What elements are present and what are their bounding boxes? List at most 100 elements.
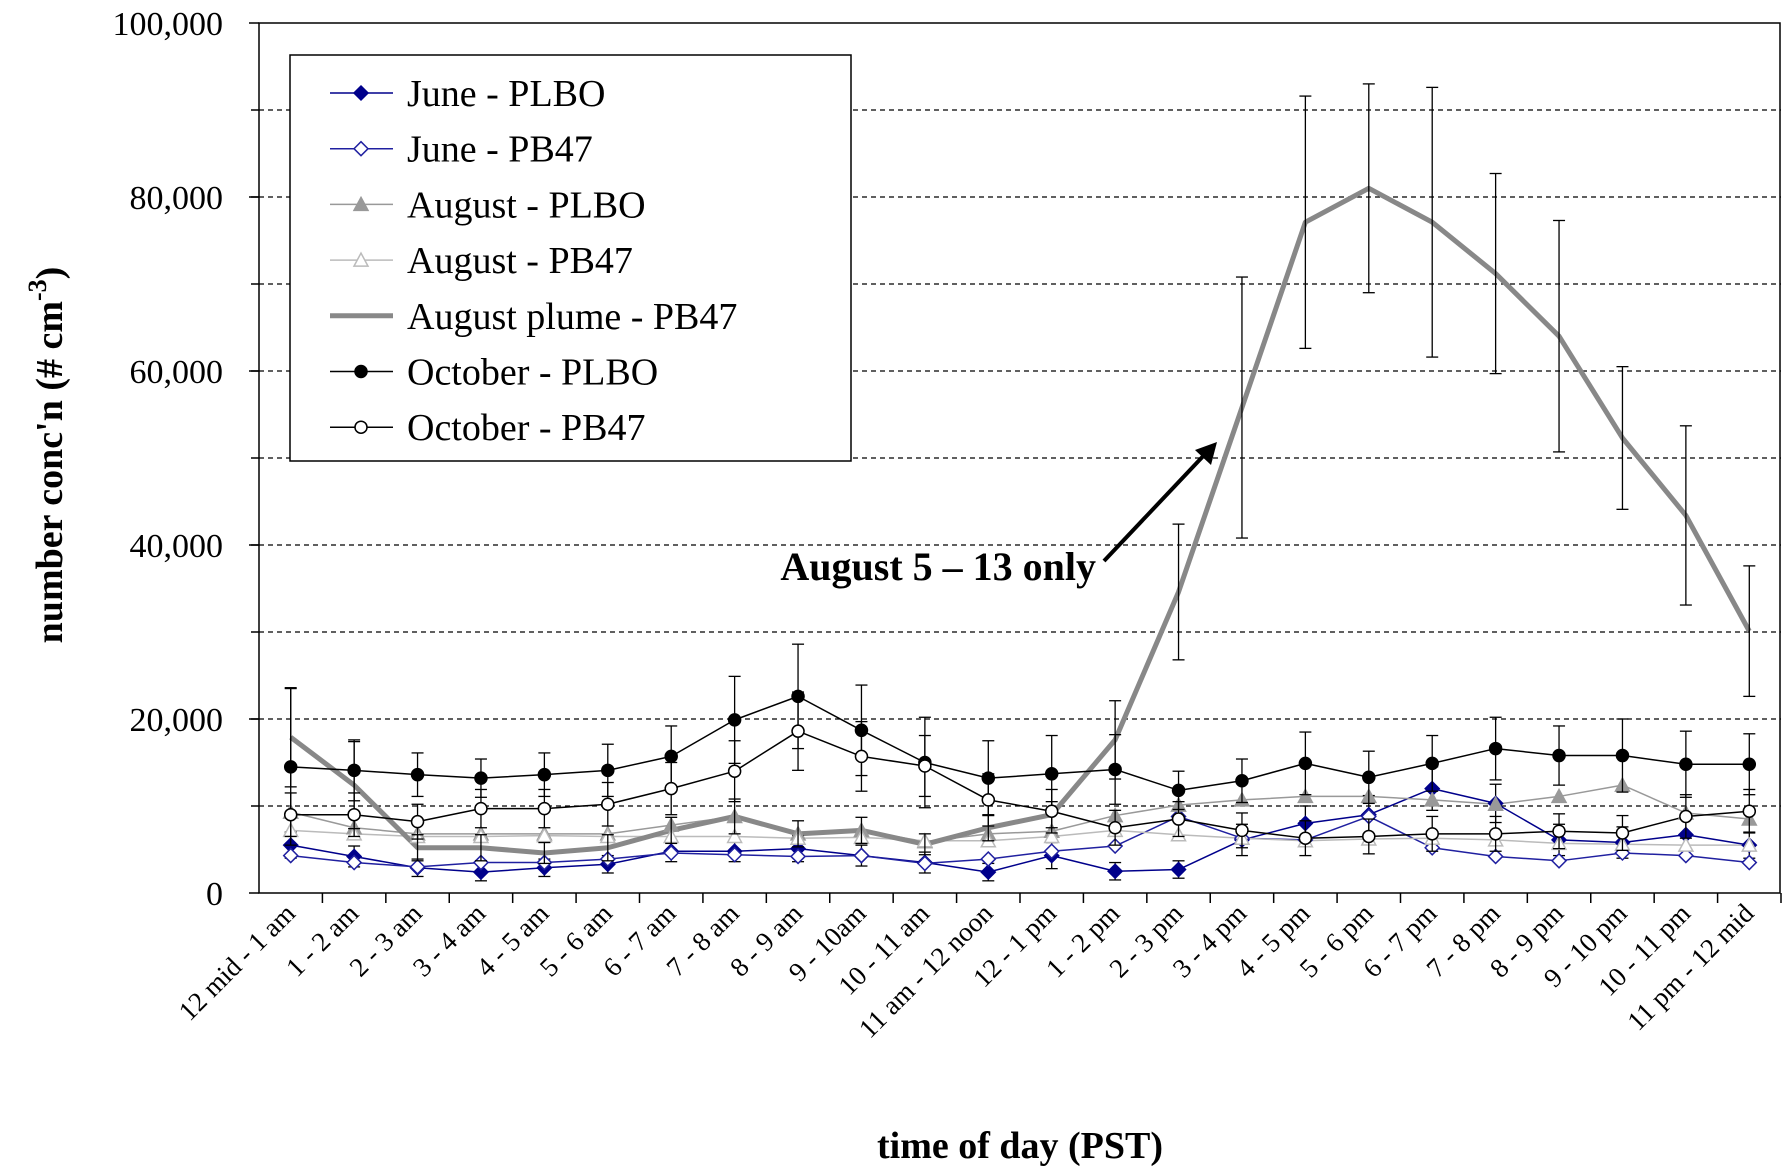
data-point bbox=[1488, 741, 1503, 756]
data-point bbox=[727, 713, 742, 727]
data-point bbox=[283, 807, 298, 822]
y-axis-title-end: ) bbox=[29, 267, 71, 280]
legend-marker bbox=[352, 251, 370, 267]
series-line bbox=[290, 815, 1750, 868]
legend: June - PLBO June - PB47 August - PLBO Augus… bbox=[289, 54, 852, 462]
legend-label: October - PB47 bbox=[407, 407, 646, 449]
error-bar bbox=[601, 834, 614, 862]
data-point bbox=[1552, 824, 1566, 838]
legend-label: June - PLBO bbox=[407, 73, 605, 115]
error-bar bbox=[665, 816, 678, 845]
y-tick-label: 100,000 bbox=[113, 6, 224, 43]
data-point bbox=[1677, 836, 1695, 852]
error-bar bbox=[792, 820, 805, 848]
data-point bbox=[918, 759, 932, 773]
data-point bbox=[1043, 827, 1060, 844]
data-point bbox=[1170, 861, 1187, 878]
data-point bbox=[1425, 756, 1439, 771]
error-bar bbox=[1172, 523, 1185, 661]
data-point bbox=[1297, 787, 1314, 804]
data-point bbox=[1044, 767, 1059, 781]
annotation: August 5 – 13 only bbox=[780, 544, 1096, 589]
y-axis-title-sup: -3 bbox=[23, 279, 52, 301]
data-point bbox=[664, 749, 678, 764]
legend-label: October - PLBO bbox=[407, 352, 658, 394]
data-point bbox=[409, 858, 426, 875]
data-point bbox=[601, 763, 615, 778]
data-point bbox=[1487, 848, 1504, 865]
data-point bbox=[1108, 762, 1122, 777]
annotation-arrowhead bbox=[1195, 442, 1217, 465]
data-point bbox=[664, 781, 678, 796]
data-point bbox=[1615, 748, 1630, 763]
series-line bbox=[290, 695, 1750, 792]
data-point bbox=[727, 764, 742, 778]
data-point bbox=[1550, 787, 1568, 804]
data-point bbox=[1487, 795, 1504, 812]
legend-marker bbox=[352, 84, 370, 102]
series-line bbox=[289, 185, 1752, 856]
data-point bbox=[1171, 783, 1186, 798]
legend-marker bbox=[354, 420, 368, 434]
legend-label: August - PB47 bbox=[407, 240, 633, 282]
x-axis-title: time of day (PST) bbox=[877, 1125, 1163, 1167]
legend-marker bbox=[352, 140, 370, 157]
data-point bbox=[1298, 756, 1313, 771]
data-point bbox=[410, 814, 425, 829]
legend-marker bbox=[352, 195, 370, 212]
legend-marker bbox=[354, 364, 368, 379]
data-point bbox=[1235, 774, 1249, 788]
data-point bbox=[1679, 809, 1693, 824]
data-point bbox=[537, 767, 552, 782]
error-bar bbox=[1489, 172, 1502, 375]
data-point bbox=[282, 847, 299, 864]
data-point bbox=[410, 767, 425, 782]
error-bar bbox=[1299, 95, 1312, 350]
y-tick-label: 60,000 bbox=[130, 354, 224, 391]
data-point bbox=[1044, 804, 1059, 818]
data-point bbox=[980, 864, 997, 881]
data-point bbox=[1742, 757, 1757, 771]
data-point bbox=[981, 793, 996, 807]
data-point bbox=[663, 844, 680, 862]
y-tick-label: 80,000 bbox=[130, 180, 224, 217]
data-point bbox=[1679, 757, 1693, 771]
error-bar bbox=[918, 833, 931, 856]
error-bar bbox=[1235, 276, 1248, 539]
error-bar bbox=[1362, 83, 1375, 294]
series-line bbox=[290, 829, 1750, 846]
data-point bbox=[789, 848, 807, 865]
y-tick-label: 0 bbox=[206, 876, 223, 913]
data-point bbox=[1425, 827, 1439, 841]
error-bar bbox=[855, 816, 868, 845]
data-point bbox=[791, 724, 805, 738]
y-axis-title-main: number conc'n (# cm bbox=[29, 301, 71, 643]
error-bar bbox=[538, 841, 551, 865]
error-bar bbox=[1426, 86, 1439, 358]
legend-label: August - PLBO bbox=[407, 184, 646, 226]
error-bar bbox=[1616, 365, 1629, 510]
error-bar bbox=[1679, 425, 1692, 606]
data-point bbox=[536, 826, 553, 843]
annotation-arrow bbox=[1102, 449, 1210, 563]
data-point bbox=[1171, 812, 1186, 826]
data-point bbox=[601, 797, 615, 812]
data-point bbox=[346, 854, 363, 871]
data-point bbox=[1235, 823, 1249, 838]
data-point bbox=[1615, 826, 1630, 840]
legend-label: August plume - PB47 bbox=[407, 296, 737, 338]
error-bar bbox=[474, 834, 487, 862]
data-point bbox=[474, 771, 488, 785]
y-tick-label: 20,000 bbox=[130, 702, 224, 739]
y-tick-label: 40,000 bbox=[130, 528, 224, 565]
data-point bbox=[1742, 804, 1757, 818]
data-point bbox=[1043, 843, 1060, 860]
legend-box bbox=[289, 54, 852, 462]
data-point bbox=[854, 749, 869, 764]
data-point bbox=[853, 847, 870, 864]
data-point bbox=[1362, 829, 1376, 844]
error-bar bbox=[1743, 565, 1756, 698]
legend-label: June - PB47 bbox=[407, 129, 593, 171]
y-axis-title: number conc'n (# cm-3) bbox=[23, 267, 71, 644]
